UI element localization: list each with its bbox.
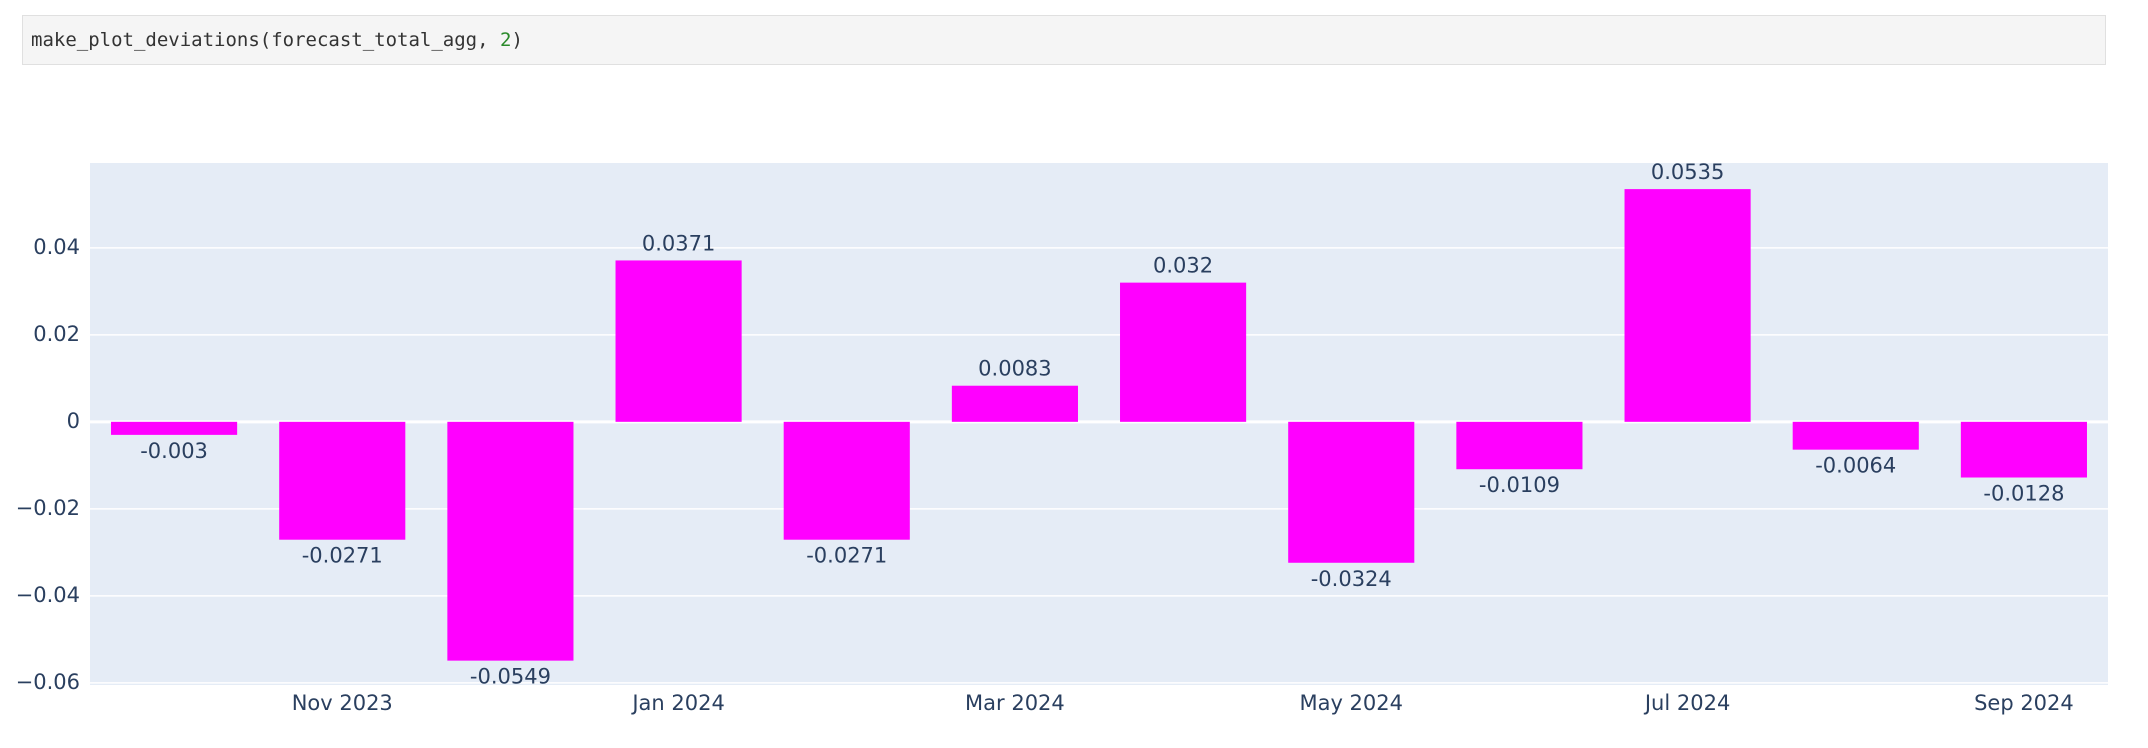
- code-text: make_plot_deviations(forecast_total_agg,: [31, 29, 500, 51]
- y-tick-label: −0.04: [16, 583, 80, 607]
- data-label: 0.0083: [978, 357, 1051, 381]
- x-tick-label: Mar 2024: [965, 691, 1065, 715]
- code-number: 2: [500, 29, 512, 51]
- bar: [447, 421, 574, 661]
- data-label: -0.0109: [1479, 473, 1560, 497]
- bar: [1624, 189, 1751, 422]
- data-label: -0.0549: [470, 665, 551, 689]
- bar: [615, 260, 742, 422]
- data-label: -0.0324: [1311, 567, 1392, 591]
- y-tick-label: 0.04: [33, 235, 80, 259]
- plot-area: [90, 163, 2108, 685]
- bar: [1960, 421, 2087, 478]
- y-tick-label: 0: [67, 409, 80, 433]
- code-text: ): [511, 29, 523, 51]
- x-tick-label: May 2024: [1299, 691, 1403, 715]
- data-label: -0.003: [140, 439, 208, 463]
- code-cell: make_plot_deviations(forecast_total_agg,…: [22, 15, 2106, 65]
- y-tick-label: 0.02: [33, 322, 80, 346]
- data-label: -0.0128: [1983, 482, 2064, 506]
- data-label: -0.0064: [1815, 454, 1896, 478]
- bar: [279, 421, 406, 540]
- x-tick-label: Sep 2024: [1974, 691, 2074, 715]
- x-tick-label: Jul 2024: [1643, 691, 1730, 715]
- data-label: 0.0535: [1651, 160, 1724, 184]
- y-tick-label: −0.06: [16, 670, 80, 694]
- data-label: 0.0371: [642, 231, 715, 255]
- bar: [783, 421, 910, 540]
- bar: [1288, 421, 1415, 563]
- y-tick-label: −0.02: [16, 496, 80, 520]
- data-label: -0.0271: [806, 544, 887, 568]
- data-label: 0.032: [1153, 254, 1213, 278]
- bar: [951, 385, 1078, 422]
- bar: [1792, 421, 1919, 450]
- x-tick-label: Nov 2023: [292, 691, 393, 715]
- bar: [1120, 282, 1247, 422]
- data-label: -0.0271: [302, 544, 383, 568]
- x-tick-label: Jan 2024: [630, 691, 725, 715]
- bar: [111, 421, 238, 435]
- bar: [1456, 421, 1583, 470]
